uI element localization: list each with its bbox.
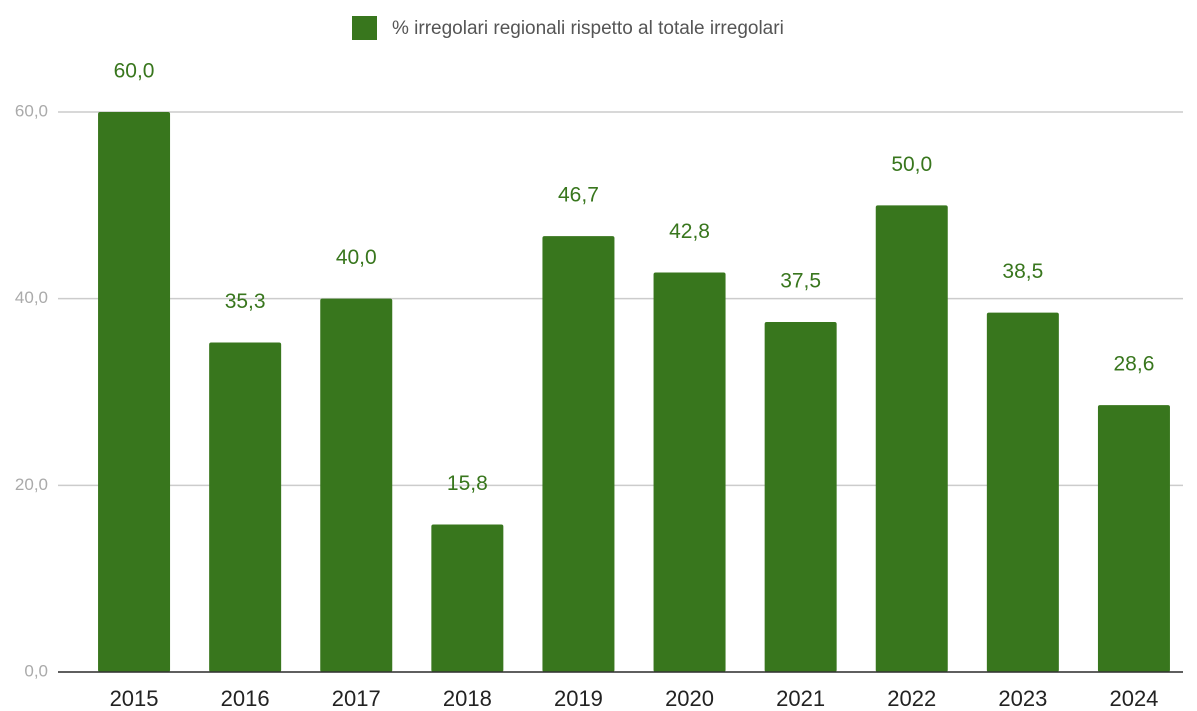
legend-swatch: [352, 16, 377, 40]
value-label: 40,0: [336, 246, 377, 269]
value-label: 38,5: [1002, 260, 1043, 283]
value-label: 50,0: [891, 153, 932, 176]
x-tick-label: 2020: [665, 686, 714, 711]
value-label: 42,8: [669, 220, 710, 243]
y-tick-label: 40,0: [15, 288, 48, 307]
bar: [320, 298, 393, 672]
value-label: 15,8: [447, 472, 488, 495]
x-tick-label: 2022: [887, 686, 936, 711]
x-tick-label: 2024: [1109, 686, 1158, 711]
x-tick-label: 2019: [554, 686, 603, 711]
x-tick-label: 2017: [332, 686, 381, 711]
x-tick-label: 2023: [998, 686, 1047, 711]
value-label: 28,6: [1114, 353, 1155, 376]
value-label: 35,3: [225, 290, 266, 313]
bar: [764, 322, 837, 672]
x-tick-label: 2016: [221, 686, 270, 711]
bar: [542, 236, 615, 672]
bar: [431, 524, 504, 672]
y-tick-label: 20,0: [15, 475, 48, 494]
bar: [209, 342, 282, 672]
x-tick-label: 2018: [443, 686, 492, 711]
bar: [98, 112, 171, 672]
bar: [1097, 405, 1170, 672]
bar: [653, 272, 726, 672]
y-tick-label: 60,0: [15, 101, 48, 120]
legend-label: % irregolari regionali rispetto al total…: [392, 18, 784, 39]
value-label: 37,5: [780, 270, 821, 293]
y-tick-label: 0,0: [24, 661, 48, 680]
x-tick-label: 2015: [110, 686, 159, 711]
bar: [986, 312, 1059, 672]
bar: [875, 205, 948, 673]
x-tick-label: 2021: [776, 686, 825, 711]
value-label: 60,0: [114, 60, 155, 83]
value-label: 46,7: [558, 184, 599, 207]
